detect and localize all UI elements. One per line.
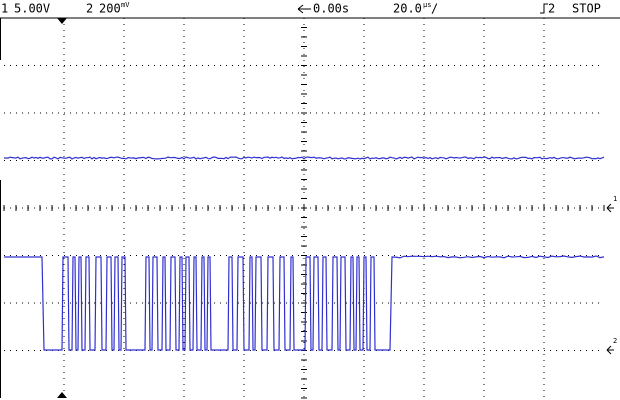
ch1-scale: 5.00V (14, 2, 50, 16)
ch2-unit: mV (121, 1, 130, 9)
ch1-marker-label: 1 (613, 195, 617, 203)
ch2-label: 2 (86, 2, 93, 16)
trigger-position-top (57, 18, 67, 24)
graticule (3, 17, 605, 399)
ch2-trace (4, 255, 605, 351)
ch1-ground-marker (606, 203, 614, 213)
ch2-marker-label: 2 (613, 337, 617, 345)
trigger-position-bottom (57, 392, 67, 398)
trigger-edge-icon (540, 3, 548, 14)
timebase: 20.0 (393, 2, 422, 16)
run-status: STOP (572, 2, 601, 16)
timebase-unit: µs (423, 1, 431, 9)
ch2-scale: 200 (99, 2, 121, 16)
ch1-label: 1 (1, 2, 8, 16)
ch2-ground-marker (606, 345, 614, 355)
delay: 0.00s (313, 2, 349, 16)
ch1-trace (4, 156, 605, 160)
trigger-source: 2 (548, 2, 555, 16)
timebase-suffix: / (431, 2, 438, 16)
delay-arrow (297, 4, 311, 14)
